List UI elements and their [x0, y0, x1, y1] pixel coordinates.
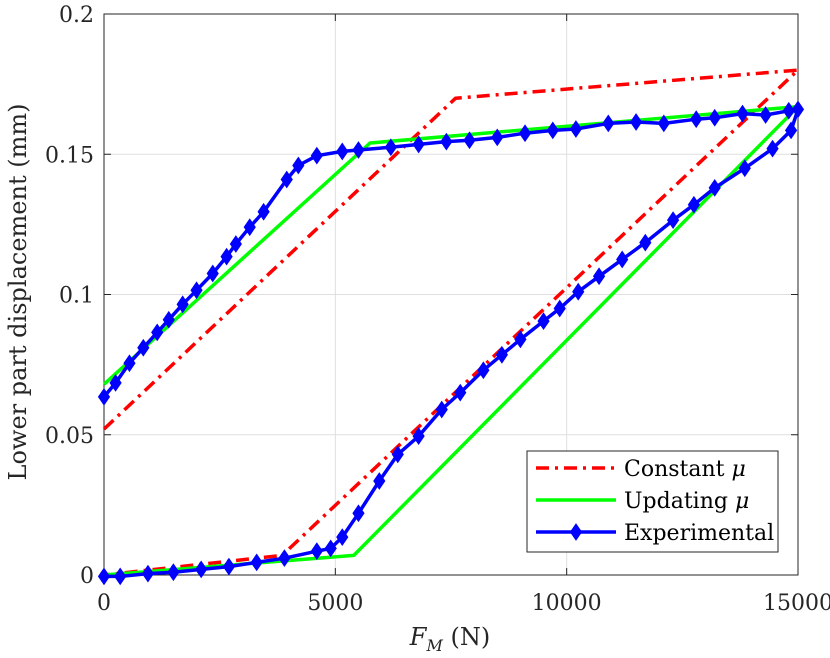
data-point — [412, 135, 425, 154]
data-point — [336, 528, 349, 547]
x-axis-title: FM (N) — [409, 623, 490, 655]
data-point — [690, 110, 703, 129]
data-point — [190, 281, 203, 300]
data-point — [229, 235, 242, 253]
y-tick-label: 0.15 — [45, 143, 94, 168]
data-point — [352, 141, 365, 159]
data-point — [250, 553, 263, 572]
y-tick-label: 0.1 — [59, 284, 94, 309]
data-point — [352, 504, 365, 523]
legend-label-constant-mu: Constant μ — [624, 457, 746, 482]
data-point — [310, 542, 323, 561]
data-point — [602, 114, 615, 133]
x-tick-label: 15000 — [763, 591, 830, 616]
data-point — [412, 427, 425, 446]
y-tick-label: 0.05 — [45, 424, 94, 449]
data-point — [495, 345, 508, 364]
data-point — [514, 330, 527, 349]
data-point — [569, 120, 583, 138]
data-point — [384, 138, 397, 157]
data-point — [97, 567, 111, 586]
y-axis-title: Lower part displacement (mm) — [4, 104, 32, 481]
data-point — [280, 170, 293, 189]
data-point — [782, 101, 795, 120]
y-tick-label: 0.2 — [59, 3, 94, 28]
tick-labels: 0 5000 10000 15000 0 0.05 0.1 0.15 0.2 — [45, 3, 830, 616]
data-point — [629, 113, 643, 131]
data-point — [537, 312, 550, 331]
y-tick-label: 0 — [80, 564, 94, 589]
data-point — [572, 282, 585, 301]
data-point — [454, 383, 467, 402]
data-point — [657, 114, 670, 133]
data-point — [708, 179, 721, 197]
data-point — [220, 247, 233, 266]
data-point — [195, 560, 208, 579]
data-point — [167, 563, 180, 582]
data-point — [435, 400, 448, 419]
data-point — [391, 445, 404, 464]
x-tick-label: 0 — [97, 591, 111, 616]
data-point — [738, 159, 751, 178]
data-point — [791, 100, 805, 119]
data-point — [687, 195, 701, 214]
data-point — [639, 233, 652, 252]
data-point — [518, 124, 532, 143]
data-point — [546, 121, 559, 140]
data-point — [666, 211, 680, 230]
data-point — [151, 323, 164, 342]
data-point — [463, 131, 476, 150]
data-point — [784, 121, 798, 140]
data-point — [491, 128, 504, 147]
data-point — [109, 373, 122, 392]
data-point — [440, 132, 453, 151]
data-point — [114, 567, 127, 586]
data-point — [137, 338, 150, 357]
legend: Constant μ Updating μ Experimental — [526, 450, 779, 553]
data-point — [310, 146, 323, 165]
data-point — [176, 295, 189, 314]
data-point — [592, 267, 606, 286]
data-point — [206, 264, 219, 283]
x-tick-label: 10000 — [532, 591, 602, 616]
data-point — [477, 361, 490, 380]
legend-label-experimental: Experimental — [624, 521, 774, 546]
data-point — [141, 564, 155, 583]
data-point — [736, 104, 749, 123]
data-point — [324, 539, 337, 558]
series-layer — [97, 68, 805, 586]
data-point — [292, 156, 305, 175]
data-point — [222, 557, 236, 576]
data-point — [553, 299, 566, 318]
x-tick-label: 5000 — [307, 591, 363, 616]
data-point — [123, 354, 136, 373]
data-point — [708, 108, 721, 127]
data-point — [336, 142, 349, 161]
data-point — [243, 218, 256, 237]
data-point — [616, 250, 629, 269]
data-point — [97, 388, 111, 406]
data-point — [162, 310, 175, 329]
data-point — [759, 106, 772, 124]
data-point — [373, 472, 386, 490]
legend-label-updating-mu: Updating μ — [624, 489, 749, 514]
legend-marker-experimental — [569, 523, 583, 541]
data-point — [257, 202, 270, 221]
data-point — [278, 549, 291, 568]
data-point — [766, 139, 779, 158]
